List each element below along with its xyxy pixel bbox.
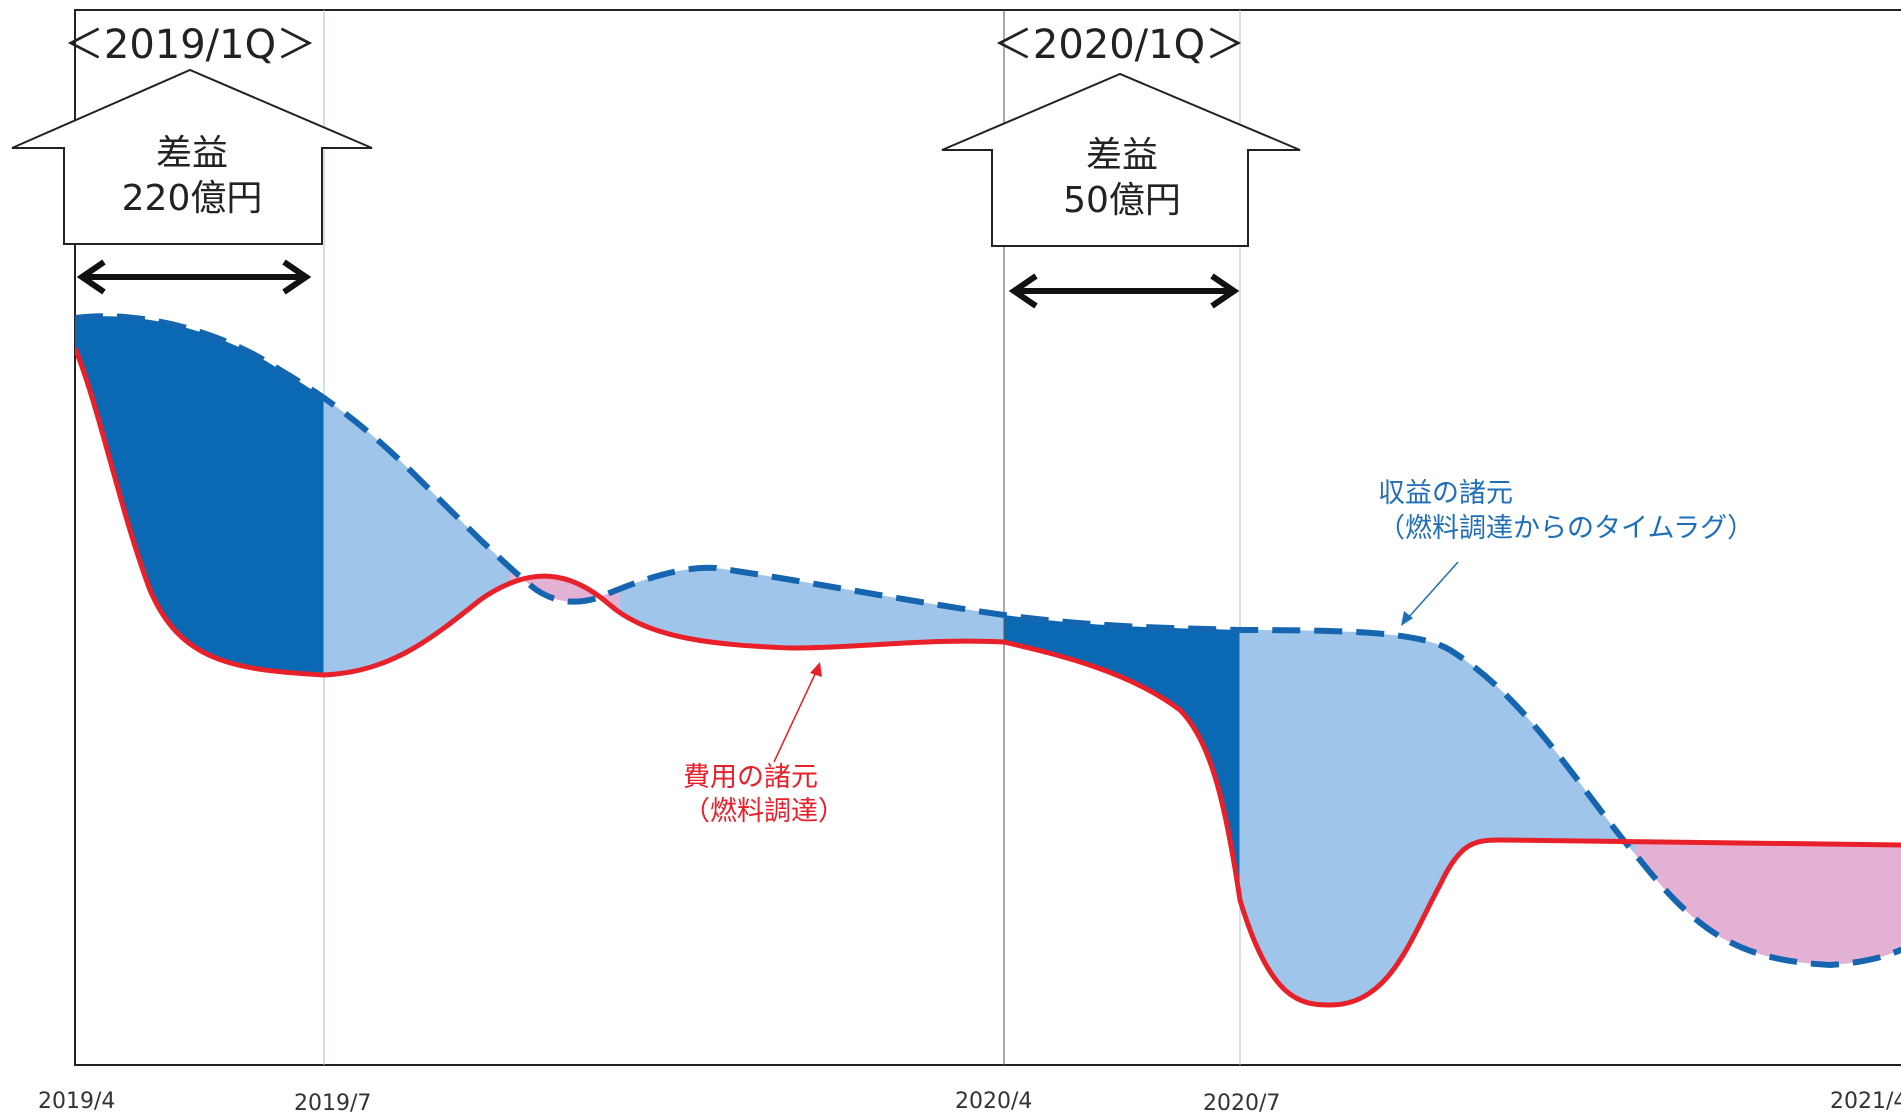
- x-tick-label: 2019/7: [294, 1091, 371, 1115]
- period-title: ＜2019/1Q＞: [64, 22, 316, 68]
- x-tick-label: 2020/4: [955, 1089, 1032, 1114]
- period-span-arrow: [1008, 273, 1240, 309]
- cost-label-title: 費用の諸元: [683, 762, 818, 793]
- plot-frame: [74, 9, 1901, 1066]
- margin-areas: [75, 316, 1901, 1005]
- period-2019-1q: ＜2019/1Q＞ 差益 220億円: [11, 22, 373, 295]
- cost-pointer: [773, 671, 817, 763]
- period-2020-1q: ＜2020/1Q＞ 差益 50億円: [941, 22, 1301, 309]
- cost-line: [75, 347, 1901, 1008]
- profit-up-arrow: [941, 72, 1301, 247]
- profit-label: 差益: [1086, 135, 1158, 176]
- margin-area-light: [75, 316, 1901, 1005]
- x-tick-label: 2019/4: [38, 1089, 115, 1114]
- profit-amount: 220億円: [122, 178, 263, 219]
- margin-area-2020-1q: [1004, 615, 1240, 900]
- revenue-pointer: [1407, 561, 1459, 619]
- cost-label-subtitle: （燃料調達）: [683, 796, 845, 827]
- negative-margin-area-2: [1635, 841, 1901, 965]
- revenue-line: [75, 313, 1901, 969]
- period-span-arrow: [76, 259, 312, 295]
- revenue-label-subtitle: （燃料調達からのタイムラグ）: [1378, 513, 1754, 544]
- margin-area-2019-1q: [75, 316, 324, 675]
- revenue-annotation: 収益の諸元 （燃料調達からのタイムラグ）: [1378, 478, 1754, 626]
- x-tick-label: 2021/4: [1830, 1089, 1901, 1114]
- revenue-pointer-head: [1401, 611, 1413, 626]
- revenue-label-title: 収益の諸元: [1378, 478, 1513, 509]
- profit-label: 差益: [156, 133, 228, 174]
- period-title: ＜2020/1Q＞: [993, 22, 1245, 68]
- cost-pointer-head: [810, 662, 822, 677]
- cost-annotation: 費用の諸元 （燃料調達）: [683, 662, 845, 827]
- profit-up-arrow: [11, 68, 373, 245]
- x-tick-label: 2020/7: [1203, 1091, 1280, 1115]
- profit-amount: 50億円: [1063, 180, 1181, 221]
- x-axis: 2019/4 2019/7 2020/4 2020/7 2021/4: [38, 1089, 1901, 1115]
